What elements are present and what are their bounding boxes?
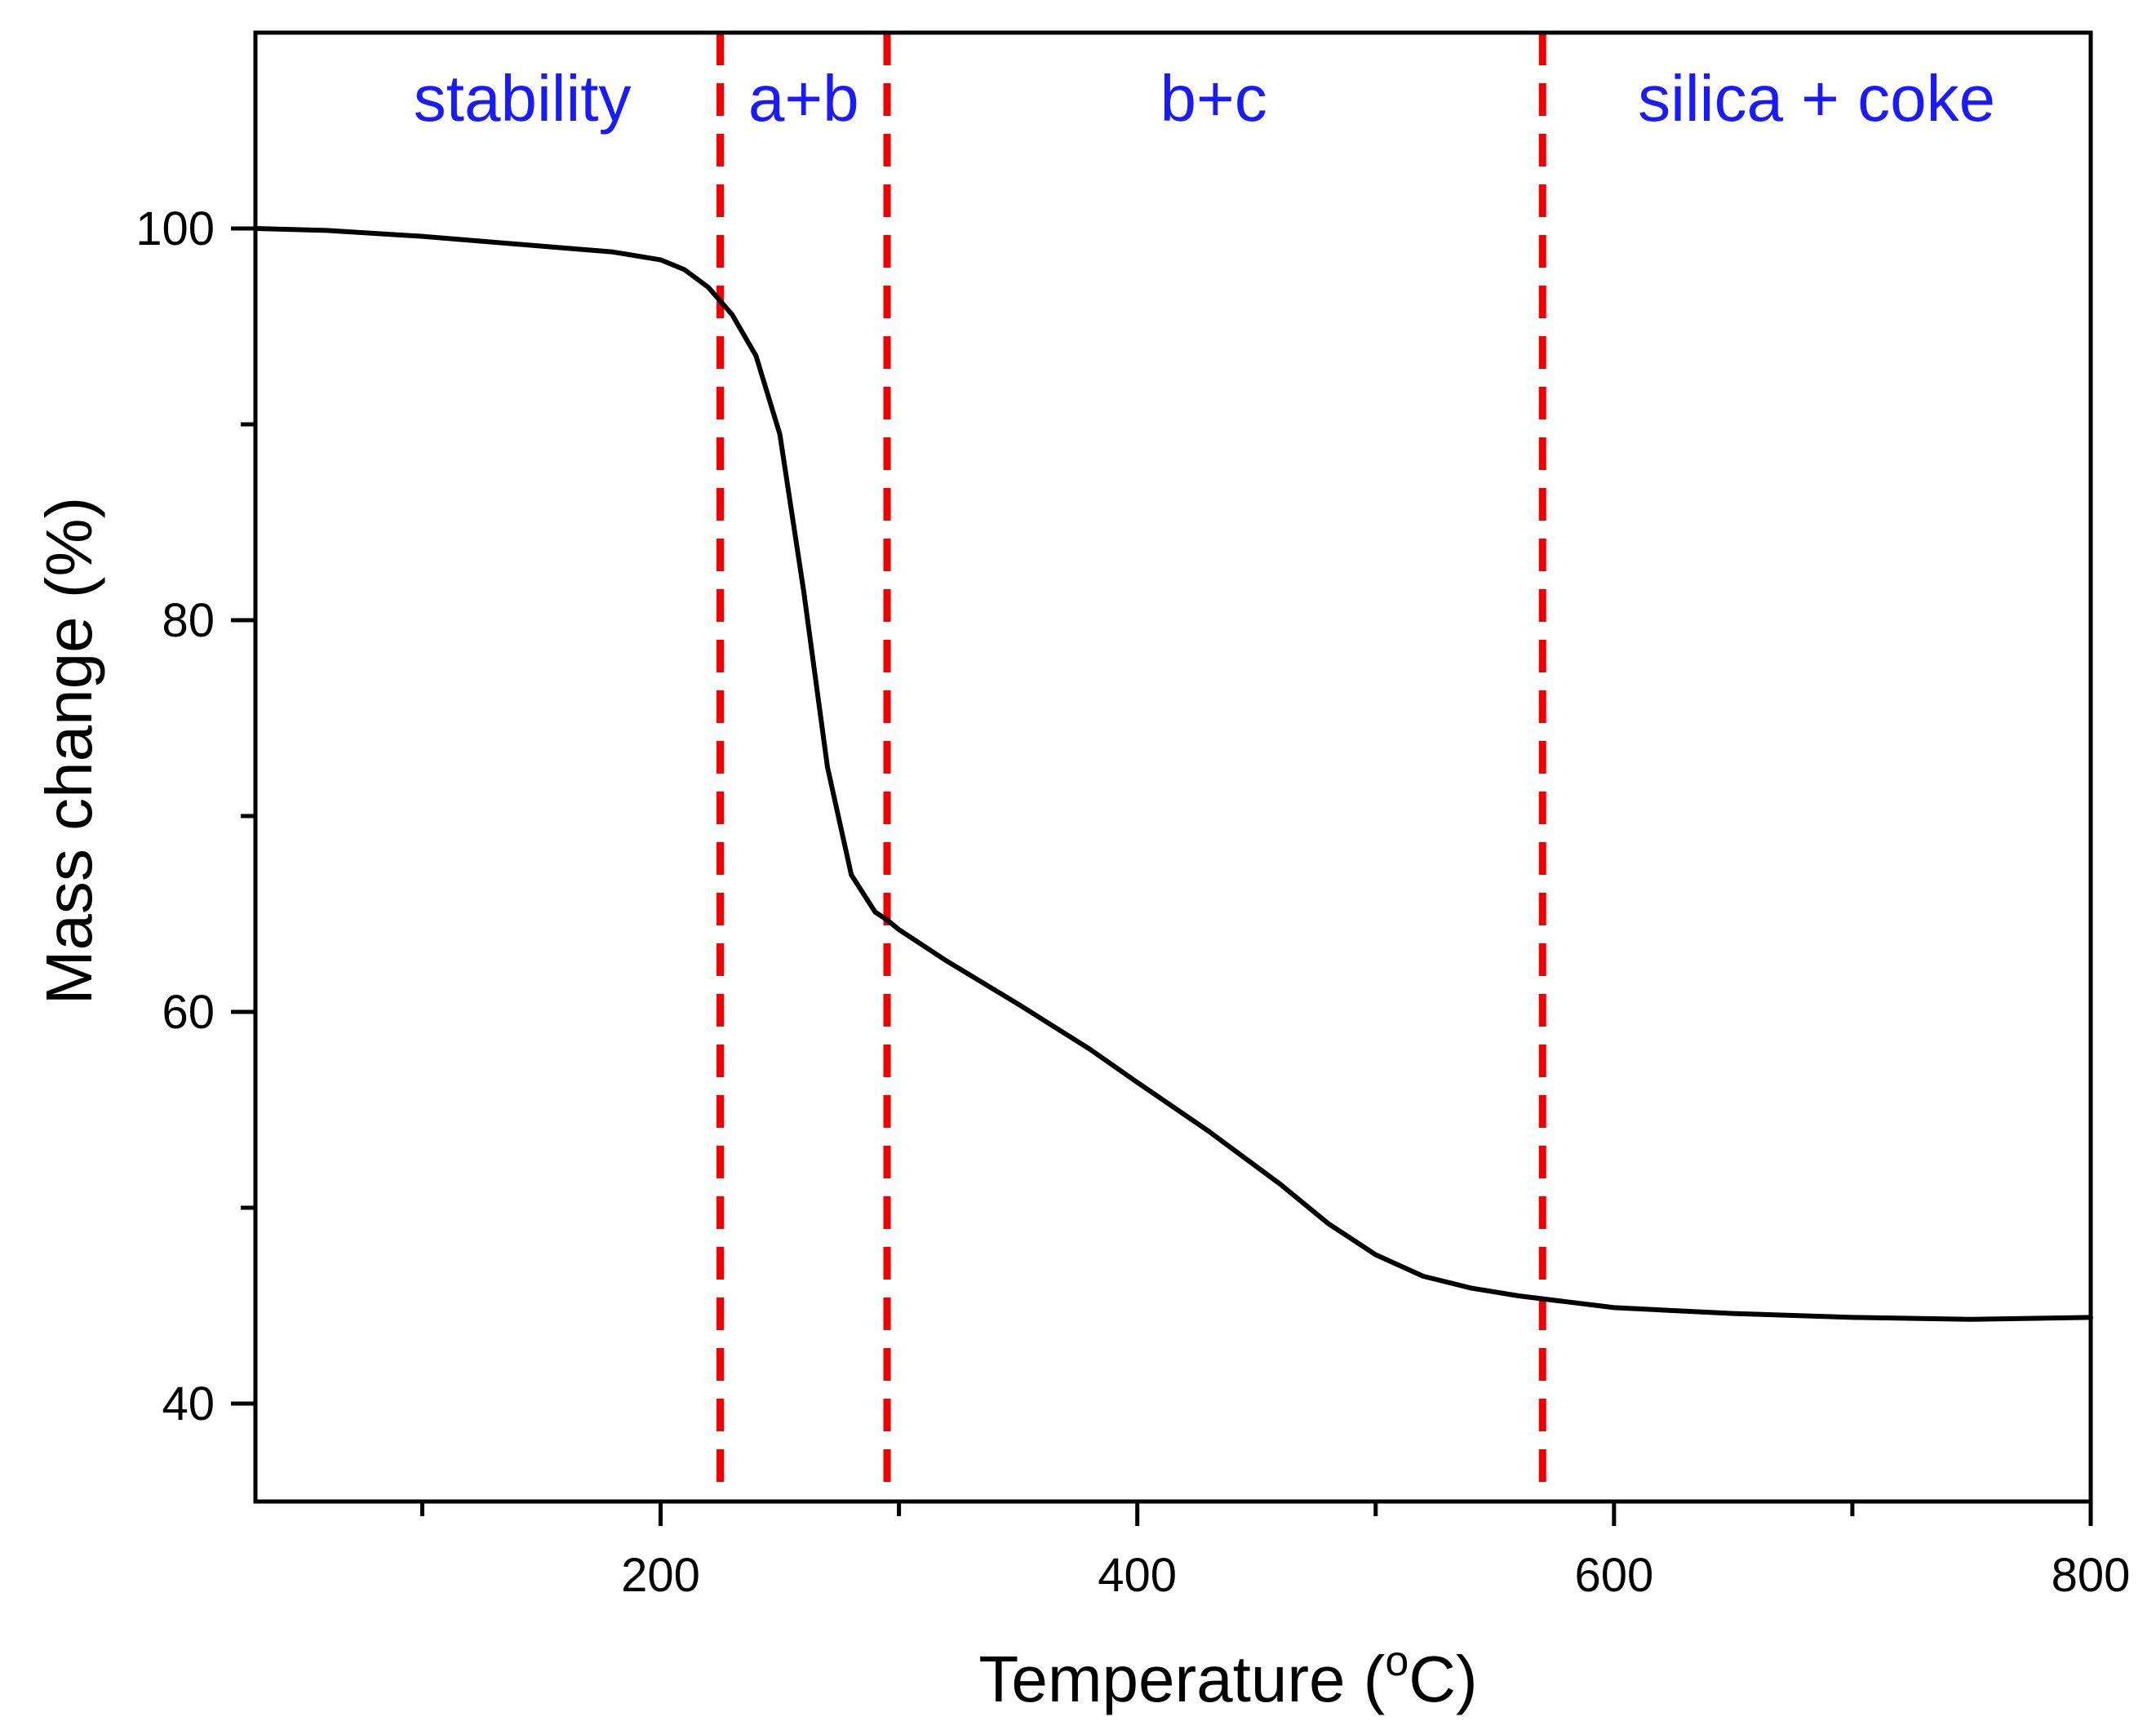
region-label-3: silica + coke xyxy=(1638,62,1995,135)
region-label-0: stability xyxy=(414,62,632,135)
x-tick-label-400: 400 xyxy=(1098,1549,1177,1602)
x-tick-label-600: 600 xyxy=(1574,1549,1653,1602)
y-axis: 40 60 80 100 xyxy=(135,202,255,1431)
plot-frame xyxy=(253,30,2093,1504)
y-tick-label-40: 40 xyxy=(162,1377,215,1431)
y-tick-label-100: 100 xyxy=(135,202,215,255)
y-tick-label-80: 80 xyxy=(162,594,215,647)
region-labels: stability a+b b+c silica + coke xyxy=(414,62,1995,135)
x-axis: 200 400 600 800 xyxy=(419,1502,2131,1602)
x-axis-title: Temperature (oC) xyxy=(978,1638,1477,1715)
series-line-tga xyxy=(253,226,2093,1322)
region-label-1: a+b xyxy=(748,62,859,135)
y-tick-label-60: 60 xyxy=(162,986,215,1039)
x-tick-label-200: 200 xyxy=(621,1549,700,1602)
region-label-2: b+c xyxy=(1160,62,1267,135)
x-tick-label-800: 800 xyxy=(2052,1549,2131,1602)
y-axis-title: Mass change (%) xyxy=(33,497,105,1005)
boundary-lines xyxy=(716,33,1546,1502)
